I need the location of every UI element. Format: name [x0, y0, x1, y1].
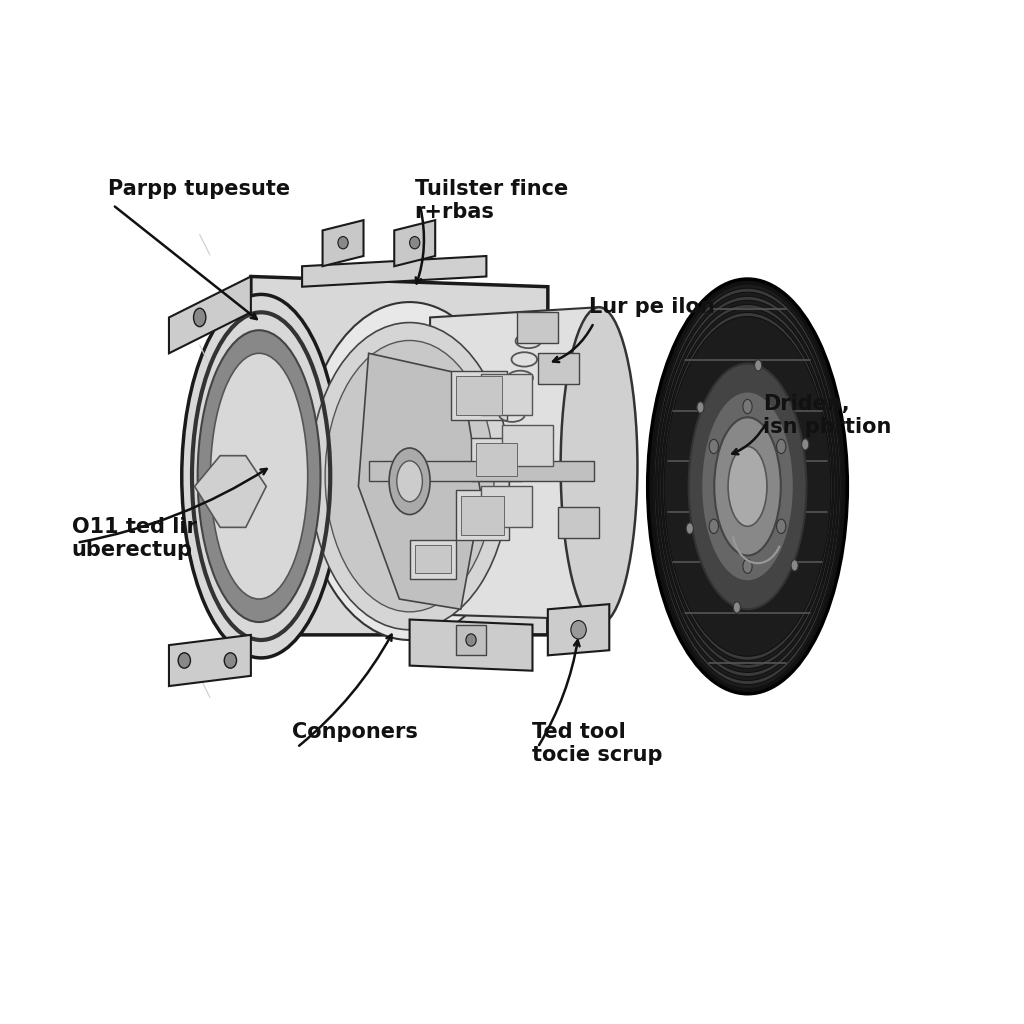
Polygon shape	[538, 353, 579, 384]
Polygon shape	[410, 620, 532, 671]
Polygon shape	[548, 604, 609, 655]
Polygon shape	[456, 625, 486, 655]
Ellipse shape	[389, 449, 430, 514]
Ellipse shape	[733, 602, 740, 613]
Ellipse shape	[571, 621, 586, 639]
Polygon shape	[358, 353, 481, 609]
Polygon shape	[195, 456, 266, 527]
Polygon shape	[323, 220, 364, 266]
Ellipse shape	[662, 308, 834, 665]
Polygon shape	[394, 220, 435, 266]
Ellipse shape	[701, 391, 794, 582]
Ellipse shape	[211, 353, 307, 599]
Polygon shape	[369, 461, 594, 481]
Text: Tuilster fince
r+rbas: Tuilster fince r+rbas	[415, 179, 568, 222]
Polygon shape	[410, 540, 456, 579]
Ellipse shape	[665, 316, 830, 656]
Ellipse shape	[710, 519, 719, 534]
Polygon shape	[558, 507, 599, 538]
Polygon shape	[461, 496, 504, 535]
Ellipse shape	[655, 292, 840, 681]
Ellipse shape	[178, 653, 190, 668]
Text: Conponers: Conponers	[292, 722, 418, 742]
Polygon shape	[456, 376, 502, 415]
Ellipse shape	[466, 634, 476, 646]
Polygon shape	[476, 443, 517, 476]
Polygon shape	[481, 486, 532, 527]
Ellipse shape	[654, 288, 841, 685]
Ellipse shape	[326, 340, 495, 611]
Polygon shape	[471, 438, 522, 481]
Ellipse shape	[657, 296, 838, 677]
Ellipse shape	[182, 295, 340, 657]
Text: O11 ted lir
uberectup: O11 ted lir uberectup	[72, 517, 197, 560]
Ellipse shape	[410, 237, 420, 249]
Text: Driden,
isn phrtion: Driden, isn phrtion	[763, 394, 891, 437]
Ellipse shape	[791, 560, 798, 571]
Ellipse shape	[776, 519, 785, 534]
Ellipse shape	[309, 323, 510, 630]
Text: Parpp tupesute: Parpp tupesute	[108, 179, 290, 200]
Text: Ted tool
tocie scrup: Ted tool tocie scrup	[532, 722, 663, 765]
Polygon shape	[169, 276, 251, 353]
Ellipse shape	[653, 284, 842, 688]
Polygon shape	[169, 635, 251, 686]
Polygon shape	[415, 545, 451, 573]
Polygon shape	[502, 425, 553, 466]
Ellipse shape	[658, 300, 837, 673]
Ellipse shape	[743, 559, 752, 573]
Ellipse shape	[198, 330, 321, 622]
Ellipse shape	[302, 302, 517, 640]
Ellipse shape	[647, 279, 848, 694]
Ellipse shape	[743, 399, 752, 414]
Ellipse shape	[715, 418, 781, 555]
Ellipse shape	[397, 461, 423, 502]
Ellipse shape	[710, 439, 719, 454]
Polygon shape	[451, 371, 507, 420]
Ellipse shape	[697, 401, 705, 413]
Polygon shape	[302, 256, 486, 287]
Ellipse shape	[802, 438, 809, 450]
Ellipse shape	[338, 237, 348, 249]
Ellipse shape	[561, 307, 637, 625]
Ellipse shape	[755, 359, 762, 371]
Ellipse shape	[659, 304, 836, 669]
Ellipse shape	[663, 312, 833, 660]
Ellipse shape	[194, 308, 206, 327]
Ellipse shape	[224, 653, 237, 668]
Polygon shape	[481, 374, 532, 415]
Ellipse shape	[728, 446, 767, 526]
Text: Lur pe ilon: Lur pe ilon	[589, 297, 715, 317]
Polygon shape	[456, 490, 509, 540]
Ellipse shape	[688, 364, 807, 609]
Polygon shape	[517, 312, 558, 343]
Polygon shape	[251, 276, 548, 635]
Ellipse shape	[776, 439, 785, 454]
Ellipse shape	[686, 523, 693, 535]
Polygon shape	[430, 307, 599, 620]
